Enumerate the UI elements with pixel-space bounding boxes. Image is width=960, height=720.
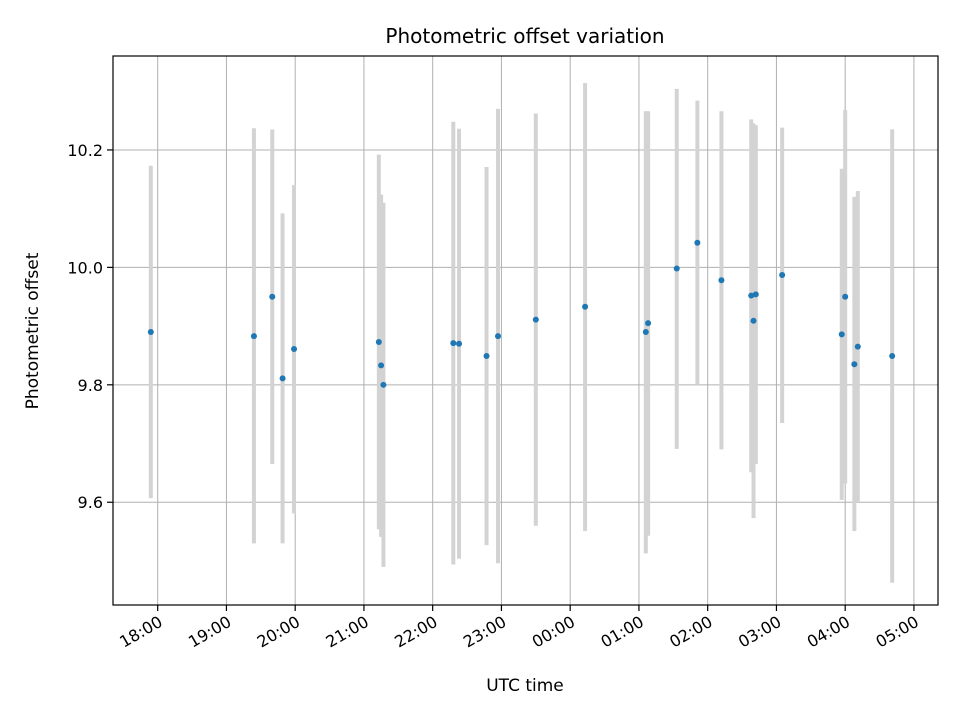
data-point [851, 361, 858, 368]
data-point [750, 317, 757, 324]
data-point [269, 293, 276, 300]
data-point [673, 265, 680, 272]
data-point [279, 375, 286, 382]
data-point [645, 320, 652, 327]
x-tick-label: 01:00 [598, 612, 647, 652]
x-tick-label: 19:00 [185, 612, 234, 652]
data-point [291, 345, 298, 352]
x-tick-label: 00:00 [529, 612, 578, 652]
x-tick-label: 05:00 [873, 612, 922, 652]
data-point [748, 292, 755, 299]
data-point [694, 239, 701, 246]
data-point [889, 353, 896, 360]
x-tick-label: 21:00 [323, 612, 372, 652]
data-points [147, 239, 896, 388]
plot-area-frame [112, 55, 939, 606]
data-point [380, 381, 387, 388]
chart-title: Photometric offset variation [385, 24, 664, 48]
data-point [642, 328, 649, 335]
data-point [483, 353, 490, 360]
x-tick-label: 23:00 [460, 612, 509, 652]
y-tick-label: 9.6 [78, 493, 103, 512]
data-point [495, 333, 501, 340]
data-point [838, 331, 845, 338]
y-tick-label: 9.8 [78, 376, 103, 395]
data-point [779, 272, 786, 279]
x-tick-label: 03:00 [735, 612, 784, 652]
data-point [842, 293, 849, 300]
x-tick-label: 04:00 [804, 612, 853, 652]
data-point [718, 277, 725, 284]
x-tick-label: 02:00 [666, 612, 715, 652]
data-point [582, 303, 589, 310]
y-tick-label: 10.2 [67, 141, 103, 160]
data-point [250, 333, 257, 340]
y-axis-title: Photometric offset [23, 252, 43, 409]
data-point [375, 338, 382, 345]
x-axis-ticks: 18:00 19:00 20:00 21:00 22:00 23:00 00:00 01:00… [116, 605, 922, 652]
error-bars [148, 83, 895, 583]
data-point [532, 316, 539, 323]
data-point [147, 328, 154, 335]
data-point [752, 291, 759, 298]
x-tick-label: 18:00 [116, 612, 165, 652]
x-axis-title: UTC time [486, 676, 564, 696]
data-point [450, 340, 457, 347]
grid-lines [113, 56, 938, 605]
x-tick-label: 22:00 [391, 612, 440, 652]
y-axis-ticks: 9.6 9.8 10.0 10.2 [67, 141, 113, 512]
data-point [854, 343, 861, 350]
y-tick-label: 10.0 [67, 258, 103, 277]
data-point [378, 362, 385, 369]
data-point [456, 340, 463, 347]
x-tick-label: 20:00 [254, 612, 303, 652]
